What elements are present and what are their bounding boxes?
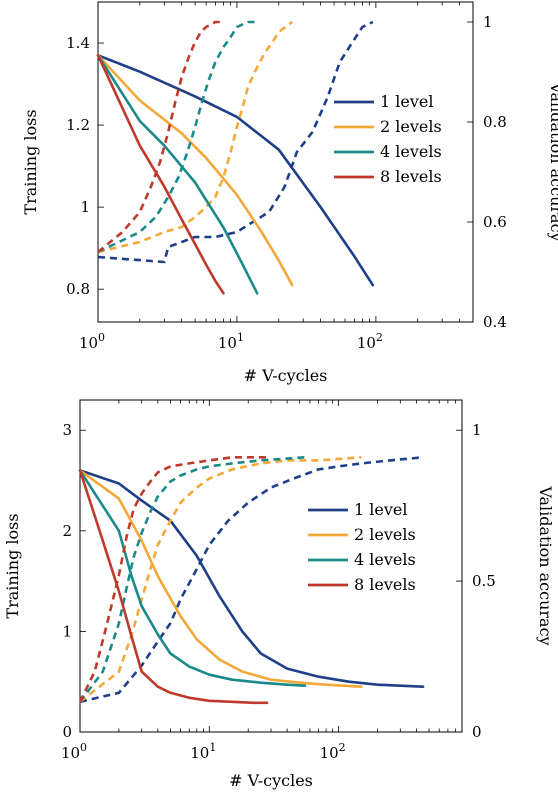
x-tick-base: 10 (79, 334, 98, 352)
x-tick-base: 10 (61, 744, 80, 762)
legend-label: 8 levels (354, 575, 416, 594)
y-tick-label: 3 (62, 421, 72, 439)
x-axis-label: # V-cycles (229, 771, 313, 790)
plot-frame (97, 1, 474, 323)
accuracy-line-1 (79, 456, 424, 704)
accuracy-line-3 (97, 20, 258, 254)
x-tick-label: 101 (190, 741, 216, 762)
loss-line-3 (78, 469, 307, 688)
y2-tick-label: 0.8 (483, 113, 507, 131)
y2-tick-label: 0.6 (483, 213, 507, 231)
y-tick-label: 1.2 (66, 116, 90, 134)
y2-axis-label: Validation accuracy (547, 81, 558, 241)
loss-line-4 (78, 469, 269, 705)
y2-tick-label: 1 (472, 421, 482, 439)
legend-label: 4 levels (380, 142, 442, 161)
y-tick-label: 2 (62, 522, 72, 540)
legend-label: 4 levels (354, 550, 416, 569)
x-tick-label: 102 (357, 331, 383, 352)
legend-label: 8 levels (380, 167, 442, 186)
x-tick-exponent: 2 (339, 741, 346, 754)
x-tick-label: 102 (320, 741, 346, 762)
accuracy-line-4 (97, 20, 224, 254)
legend-label: 1 level (354, 500, 407, 519)
accuracy-line-3 (78, 456, 306, 703)
accuracy-line-1 (97, 20, 374, 264)
loss-line-1 (96, 53, 375, 287)
accuracy-line-4 (78, 456, 268, 703)
y2-axis-label: Validation accuracy (536, 485, 555, 645)
x-tick-base: 10 (320, 744, 339, 762)
loss-line-2 (78, 469, 363, 689)
y2-tick-label: 1 (483, 13, 493, 31)
loss-line-3 (96, 53, 259, 295)
x-tick-exponent: 0 (98, 331, 105, 344)
x-tick-base: 10 (218, 334, 237, 352)
loss-line-1 (78, 469, 425, 689)
x-tick-base: 10 (357, 334, 376, 352)
x-tick-exponent: 0 (80, 741, 87, 754)
y-tick-label: 0.8 (66, 280, 90, 298)
y2-tick-label: 0.5 (472, 572, 496, 590)
x-tick-label: 101 (218, 331, 244, 352)
y2-tick-label: 0 (472, 723, 482, 741)
y-axis-label: Training loss (21, 109, 40, 214)
y-axis-label: Training loss (3, 513, 22, 618)
legend-label: 1 level (380, 92, 433, 111)
y-tick-label: 0 (62, 723, 72, 741)
y-tick-label: 1.4 (66, 34, 90, 52)
x-tick-exponent: 1 (209, 741, 216, 754)
x-tick-label: 100 (61, 741, 87, 762)
x-tick-base: 10 (190, 744, 209, 762)
accuracy-line-2 (79, 456, 362, 703)
x-tick-exponent: 1 (237, 331, 244, 344)
y-tick-label: 1 (80, 198, 90, 216)
y2-tick-label: 0.4 (483, 313, 507, 331)
x-axis-label: # V-cycles (244, 366, 328, 385)
accuracy-line-2 (97, 20, 293, 254)
loss-line-4 (96, 53, 225, 295)
loss-line-2 (96, 53, 294, 287)
legend-label: 2 levels (380, 117, 442, 136)
x-tick-exponent: 2 (376, 331, 383, 344)
legend-label: 2 levels (354, 525, 416, 544)
x-tick-label: 100 (79, 331, 105, 352)
y-tick-label: 1 (62, 622, 72, 640)
